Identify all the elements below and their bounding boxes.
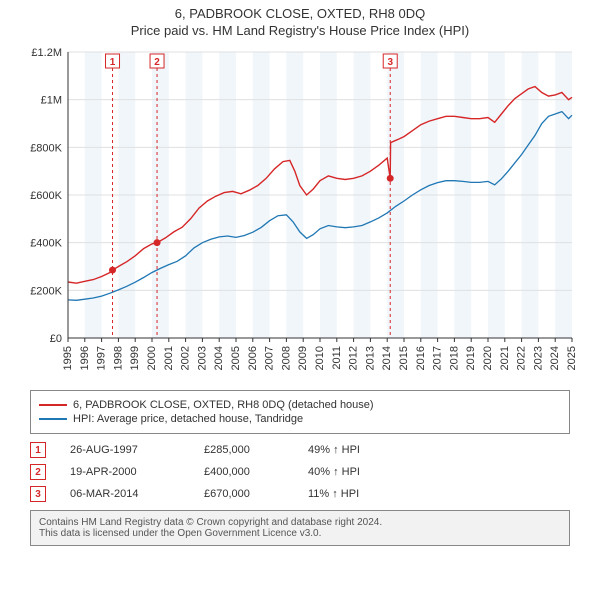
legend-swatch-price-paid [39,404,67,406]
svg-text:2021: 2021 [499,346,511,370]
svg-text:2002: 2002 [180,346,192,370]
svg-text:2024: 2024 [549,346,561,370]
svg-text:2013: 2013 [364,346,376,370]
chart-svg: £0 £200K £400K £600K £800K £1M £1.2M 1995 1996 19… [20,42,580,382]
chart-title: 6, PADBROOK CLOSE, OXTED, RH8 0DQ [0,0,600,21]
event-price: £285,000 [204,444,284,456]
credits-line-1: Contains HM Land Registry data © Crown c… [39,517,561,528]
svg-text:1999: 1999 [129,346,141,370]
event-diff: 11% ↑ HPI [308,488,408,500]
event-diff: 40% ↑ HPI [308,466,408,478]
svg-text:2022: 2022 [516,346,528,370]
event-marker: 1 [30,442,46,458]
svg-text:2009: 2009 [297,346,309,370]
svg-text:2025: 2025 [566,346,578,370]
legend-label-hpi: HPI: Average price, detached house, Tand… [73,413,303,425]
svg-text:2005: 2005 [230,346,242,370]
event-row: 3 06-MAR-2014 £670,000 11% ↑ HPI [30,486,570,502]
svg-text:1997: 1997 [96,346,108,370]
legend-swatch-hpi [39,418,67,420]
svg-text:£400K: £400K [30,238,62,250]
svg-text:£800K: £800K [30,142,62,154]
svg-text:2015: 2015 [398,346,410,370]
svg-text:1: 1 [110,57,116,68]
event-price: £400,000 [204,466,284,478]
svg-text:2: 2 [154,57,160,68]
svg-text:2012: 2012 [348,346,360,370]
svg-text:£0: £0 [50,333,62,345]
event-price: £670,000 [204,488,284,500]
credits-line-2: This data is licensed under the Open Gov… [39,528,561,539]
svg-text:2019: 2019 [465,346,477,370]
svg-text:£200K: £200K [30,285,62,297]
legend-row-2: HPI: Average price, detached house, Tand… [39,413,561,425]
svg-text:2016: 2016 [415,346,427,370]
svg-text:2014: 2014 [381,346,393,370]
svg-text:2011: 2011 [331,346,343,370]
credits-box: Contains HM Land Registry data © Crown c… [30,510,570,546]
svg-text:1995: 1995 [62,346,74,370]
svg-text:3: 3 [387,57,393,68]
event-date: 06-MAR-2014 [70,488,180,500]
legend-row-1: 6, PADBROOK CLOSE, OXTED, RH8 0DQ (detac… [39,399,561,411]
legend-box: 6, PADBROOK CLOSE, OXTED, RH8 0DQ (detac… [30,390,570,434]
events-table: 1 26-AUG-1997 £285,000 49% ↑ HPI 2 19-APR-200… [30,442,570,502]
svg-text:2006: 2006 [247,346,259,370]
svg-text:2003: 2003 [196,346,208,370]
svg-text:1996: 1996 [79,346,91,370]
event-date: 26-AUG-1997 [70,444,180,456]
svg-text:2008: 2008 [280,346,292,370]
event-diff: 49% ↑ HPI [308,444,408,456]
event-date: 19-APR-2000 [70,466,180,478]
svg-text:£1M: £1M [41,95,62,107]
svg-text:2007: 2007 [264,346,276,370]
svg-text:2001: 2001 [163,346,175,370]
svg-text:2023: 2023 [532,346,544,370]
svg-text:1998: 1998 [112,346,124,370]
svg-text:£1.2M: £1.2M [31,47,62,59]
legend-label-price-paid: 6, PADBROOK CLOSE, OXTED, RH8 0DQ (detac… [73,399,374,411]
svg-text:2010: 2010 [314,346,326,370]
event-row: 2 19-APR-2000 £400,000 40% ↑ HPI [30,464,570,480]
svg-text:2004: 2004 [213,346,225,370]
chart-area: £0 £200K £400K £600K £800K £1M £1.2M 1995 1996 19… [20,42,580,382]
svg-text:2020: 2020 [482,346,494,370]
event-marker: 2 [30,464,46,480]
svg-text:2000: 2000 [146,346,158,370]
svg-text:2017: 2017 [432,346,444,370]
svg-text:2018: 2018 [448,346,460,370]
event-row: 1 26-AUG-1997 £285,000 49% ↑ HPI [30,442,570,458]
event-marker: 3 [30,486,46,502]
svg-text:£600K: £600K [30,190,62,202]
chart-subtitle: Price paid vs. HM Land Registry's House … [0,21,600,42]
